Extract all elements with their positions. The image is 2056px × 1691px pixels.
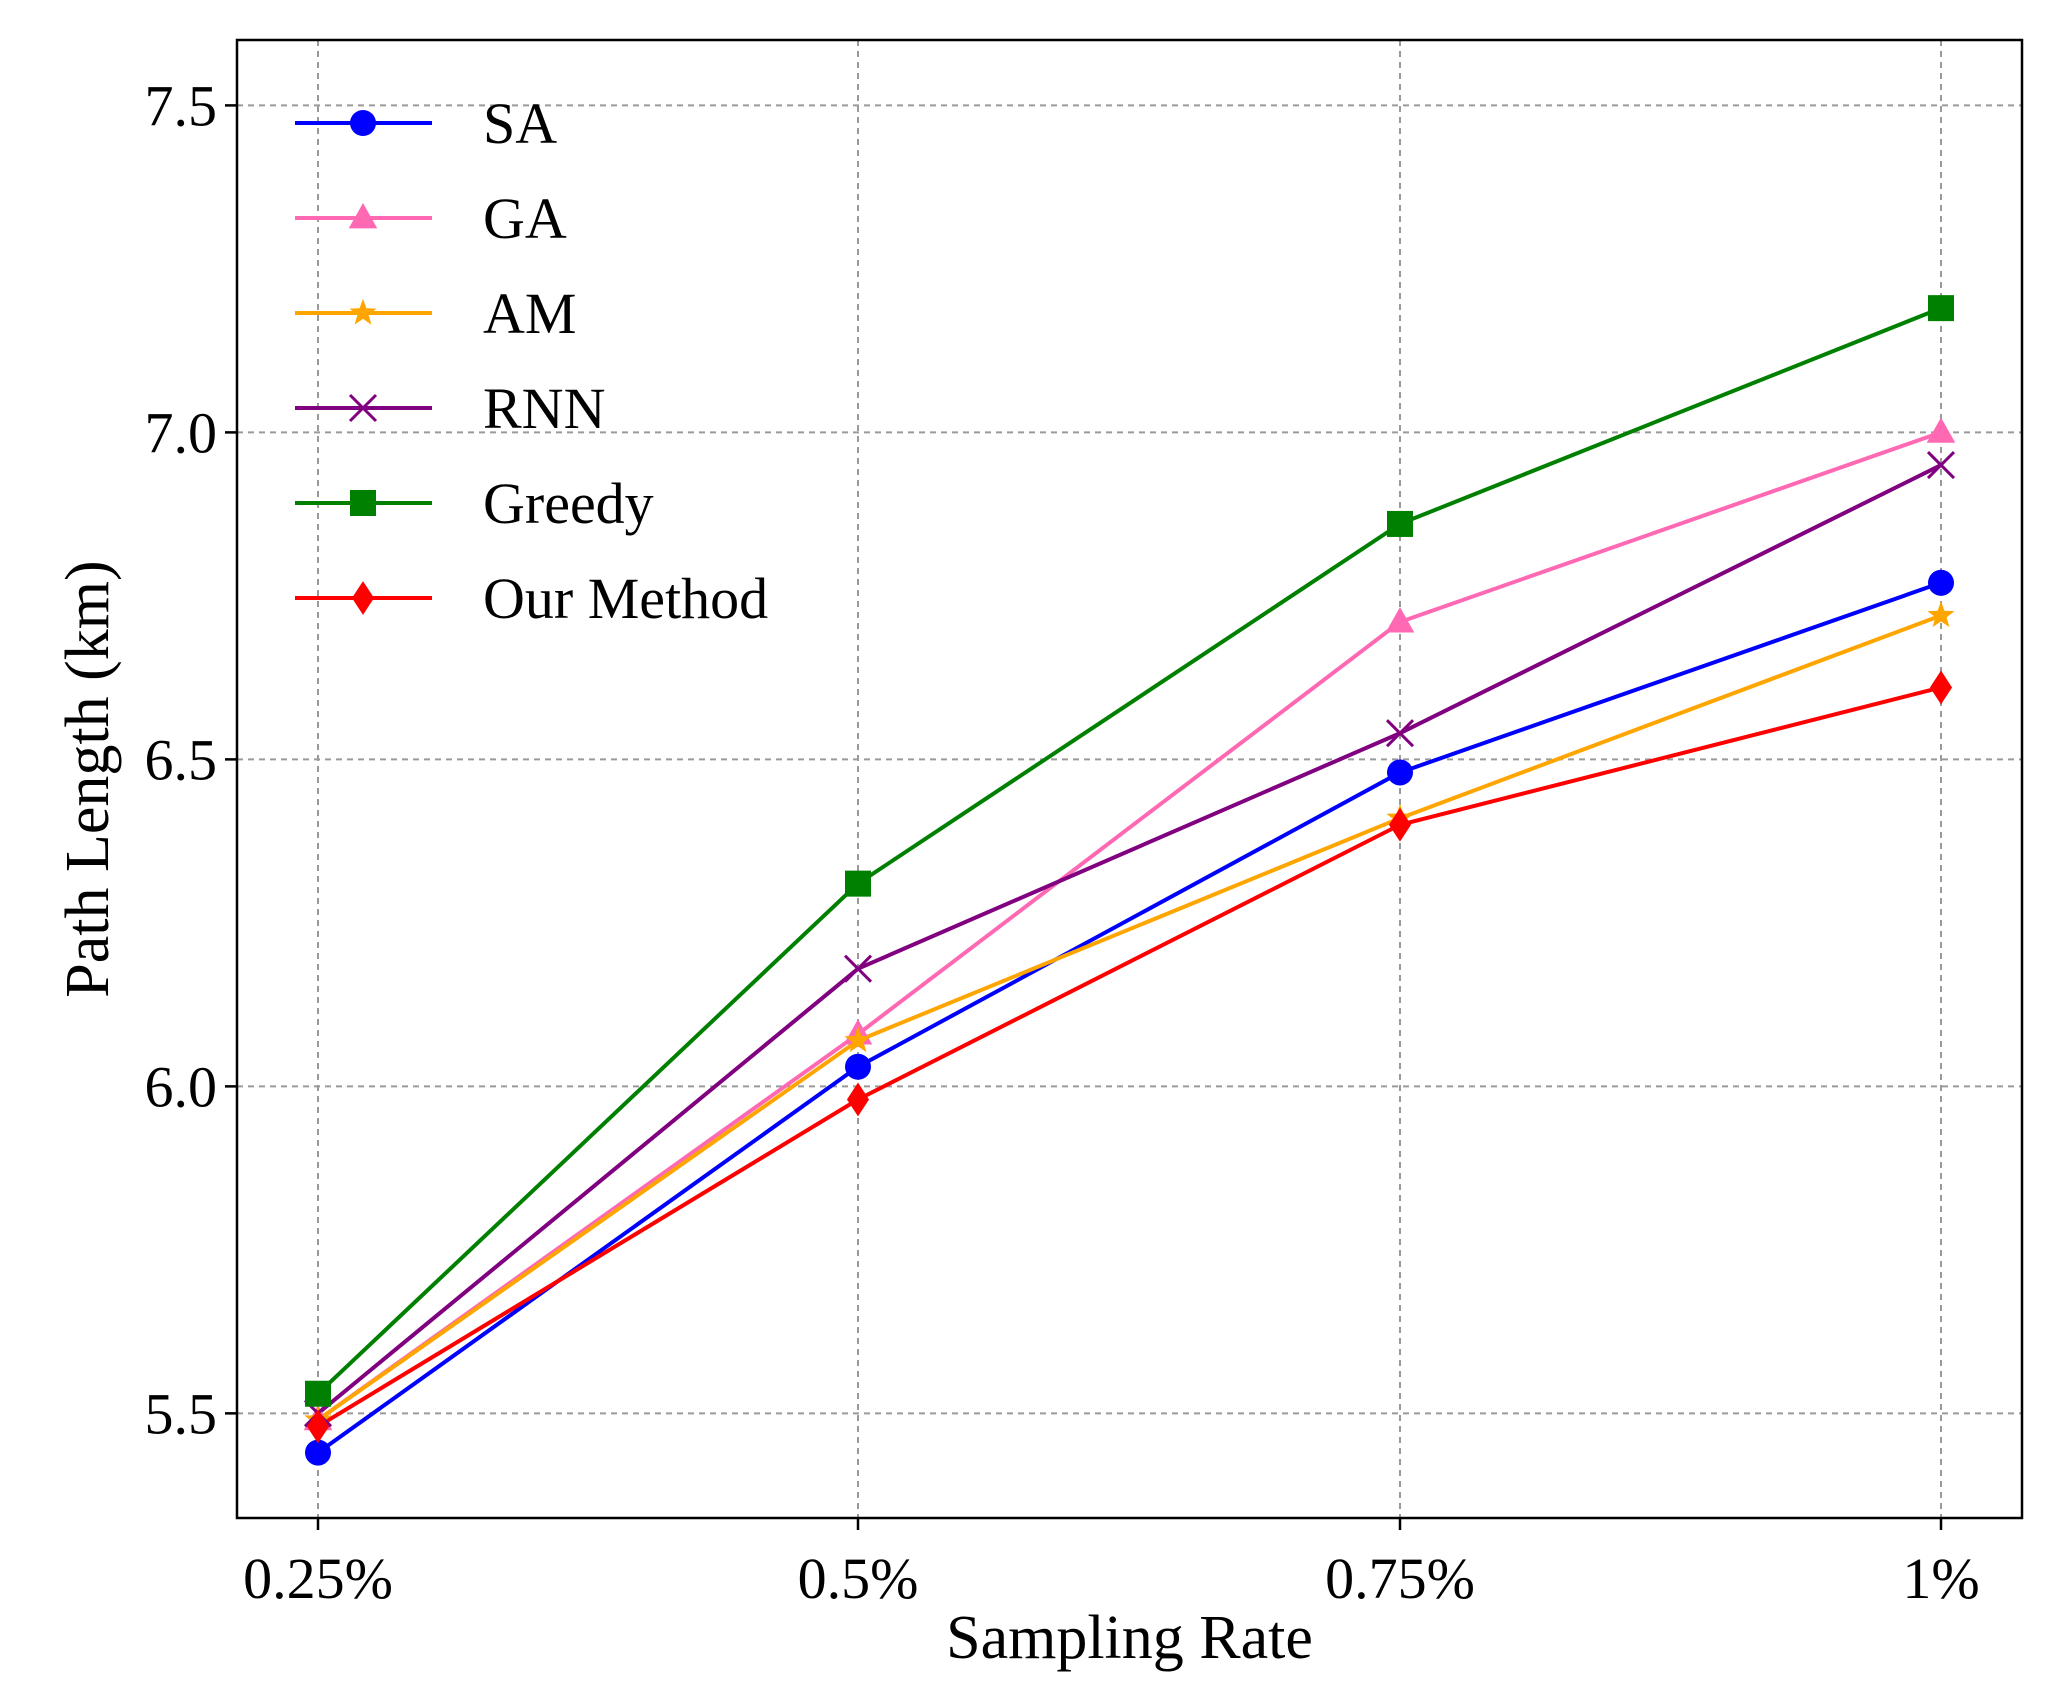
legend-label-am: AM [483,281,576,346]
data-point-our-method [1388,807,1412,842]
legend: SA GA AM RNN Greedy Our Method [295,91,768,631]
x-tick-label: 0.25% [243,1546,393,1611]
x-marker-stroke [348,393,378,423]
x-marker-stroke [843,954,873,983]
y-tick-label: 6.0 [145,1054,218,1119]
axis-ticks: 0.25% 0.5% 0.75% 1% 5.5 6.0 6.5 7.0 7.5 [145,73,1980,1611]
y-axis-label: Path Length (km) [54,560,122,997]
data-point-sa [305,1439,331,1466]
series-markers [303,295,1956,1466]
legend-marker-sa [350,110,376,136]
series-lines [316,306,1942,1455]
x-tick-label: 0.5% [798,1546,919,1611]
data-point-greedy [305,1380,331,1407]
x-axis-label: Sampling Rate [946,1604,1313,1672]
legend-marker-am [349,298,377,325]
legend-marker-ga [348,203,378,229]
legend-label-ga: GA [483,186,567,251]
plot-area-frame [235,38,2024,1520]
y-tick-label: 7.0 [145,400,218,465]
series-line-greedy [316,306,1942,1396]
x-marker-stroke [1926,451,1956,480]
series-line-our-method [316,685,1942,1429]
data-point-sa [845,1053,871,1080]
data-point-ga [1926,417,1956,443]
data-point-rnn [1926,451,1956,480]
legend-label-greedy: Greedy [483,471,654,536]
x-marker-stroke [1385,719,1415,748]
series-line-sa [316,580,1942,1455]
y-tick-label: 5.5 [145,1381,218,1446]
legend-label-our-method: Our Method [483,566,768,631]
legend-label-rnn: RNN [483,376,605,441]
y-tick-label: 6.5 [145,727,218,792]
series-line-rnn [316,463,1942,1415]
legend-marker-rnn [348,393,378,423]
x-tick-label: 1% [1902,1546,1979,1611]
legend-marker-greedy [350,490,376,516]
data-point-am [1927,601,1955,628]
data-point-our-method [846,1082,870,1117]
data-point-our-method [1929,670,1953,705]
data-point-rnn [1385,719,1415,748]
y-tick-label: 7.5 [145,73,218,138]
data-point-greedy [1387,510,1413,537]
data-point-ga [1385,607,1415,633]
data-point-greedy [845,870,871,897]
series-line-ga [316,430,1942,1422]
grid-lines [237,40,2022,1518]
data-point-sa [1928,569,1954,596]
legend-marker-our-method [351,581,375,615]
data-point-our-method [306,1409,330,1444]
data-point-rnn [843,954,873,983]
legend-label-sa: SA [483,91,557,156]
data-point-am [844,1026,872,1053]
data-point-greedy [1928,295,1954,322]
data-point-sa [1387,759,1413,786]
x-tick-label: 0.75% [1325,1546,1475,1611]
series-line-am [316,613,1942,1422]
